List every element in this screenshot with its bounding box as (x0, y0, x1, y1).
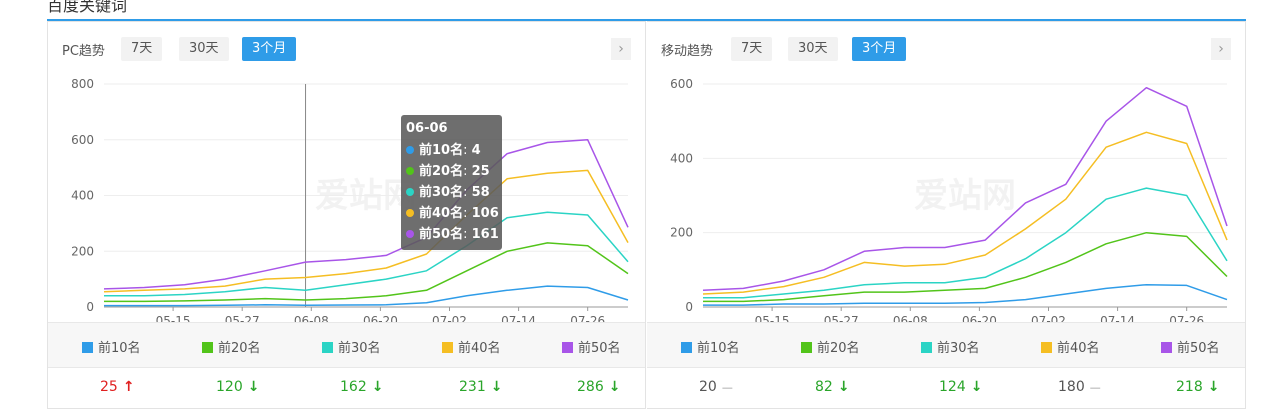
mobile-x-tick-label: 06-08 (893, 314, 928, 322)
legend-item-top40[interactable]: 前40名 (442, 337, 501, 356)
mobile-x-tick-label: 05-27 (824, 314, 859, 322)
pc-tab-7days[interactable]: 7天 (121, 37, 163, 61)
pc-series-line-top40 (103, 169, 629, 293)
pc-value-top20: 120 ↓ (216, 379, 260, 395)
tooltip-row-top50: 前50名: 161 (406, 224, 499, 245)
arrow-down-icon: ↓ (837, 379, 850, 395)
mobile-series-line-top30 (703, 187, 1228, 299)
pc-value-top30: 162 ↓ (340, 379, 384, 395)
legend-item-top20[interactable]: 前20名 (801, 337, 860, 356)
pc-next-arrow-icon[interactable]: › (611, 38, 631, 60)
pc-x-tick-label: 05-15 (156, 314, 191, 322)
mobile-x-tick-label: 07-26 (1169, 314, 1204, 322)
legend-item-top20[interactable]: 前20名 (202, 337, 261, 356)
pc-x-tick-label: 07-02 (432, 314, 467, 322)
section-title-rule (47, 19, 1246, 21)
pc-value-top10: 25 ↑ (100, 379, 135, 395)
mobile-panel-header: 移动趋势 7天 30天 3个月 › (647, 22, 1245, 76)
mobile-next-arrow-icon[interactable]: › (1211, 38, 1231, 60)
mobile-y-tick-label: 200 (670, 226, 693, 240)
pc-legend: 前10名 前20名 前30名 前40名 前50名 (48, 322, 645, 368)
pc-y-tick-label: 800 (71, 77, 94, 91)
pc-y-tick-label: 600 (71, 133, 94, 147)
legend-item-top30[interactable]: 前30名 (322, 337, 381, 356)
mobile-tab-30days[interactable]: 30天 (788, 37, 838, 61)
mobile-tab-3months[interactable]: 3个月 (852, 37, 907, 61)
mobile-legend: 前10名 前20名 前30名 前40名 前50名 (647, 322, 1245, 368)
pc-y-tick-label: 200 (71, 244, 94, 258)
pc-tab-30days[interactable]: 30天 (179, 37, 229, 61)
mobile-trend-panel: 移动趋势 7天 30天 3个月 › 爱站网 0 200 400 600 05-15 05-2… (647, 21, 1246, 409)
mobile-value-top20: 82 ↓ (815, 379, 850, 395)
mobile-series-line-top20 (703, 231, 1228, 303)
mobile-x-tick-label: 06-20 (962, 314, 997, 322)
legend-item-top30[interactable]: 前30名 (921, 337, 980, 356)
dash-icon: — (721, 381, 733, 394)
mobile-trend-chart: 爱站网 0 200 400 600 05-15 05-27 06-08 06-20 07-02 07… (670, 77, 1228, 322)
legend-item-top10[interactable]: 前10名 (681, 337, 740, 356)
pc-tab-3months[interactable]: 3个月 (242, 37, 297, 61)
tooltip-row-top30: 前30名: 58 (406, 182, 497, 203)
legend-item-top40[interactable]: 前40名 (1041, 337, 1100, 356)
arrow-down-icon: ↓ (490, 379, 503, 395)
mobile-y-tick-label: 600 (670, 77, 693, 91)
arrow-down-icon: ↓ (970, 379, 983, 395)
pc-x-tick-label: 07-14 (501, 314, 536, 322)
mobile-trend-label: 移动趋势 (661, 44, 714, 59)
arrow-down-icon: ↓ (608, 379, 621, 395)
pc-value-top50: 286 ↓ (577, 379, 621, 395)
mobile-value-top40: 180— (1058, 379, 1101, 395)
mobile-watermark: 爱站网 (914, 176, 1016, 216)
mobile-series-line-top50 (702, 86, 1228, 292)
pc-series-line-top20 (104, 242, 629, 303)
pc-x-tick-label: 05-27 (225, 314, 260, 322)
mobile-x-tick-label: 05-15 (755, 314, 790, 322)
legend-item-top50[interactable]: 前50名 (562, 337, 621, 356)
tooltip-date: 06-06 (406, 121, 448, 136)
mobile-series-line-top10 (703, 283, 1228, 306)
pc-x-tick-label: 06-20 (363, 314, 398, 322)
arrow-down-icon: ↓ (1207, 379, 1220, 395)
pc-chart-tooltip: 06-06 前10名: 4 前20名: 25 前30名: 58 前40名: 10… (401, 115, 502, 250)
mobile-x-tick-label: 07-02 (1031, 314, 1066, 322)
pc-series-line-top30 (104, 211, 629, 297)
legend-item-top50[interactable]: 前50名 (1161, 337, 1220, 356)
pc-x-tick-label: 07-26 (570, 314, 605, 322)
pc-series-line-top50 (103, 139, 629, 290)
mobile-value-top50: 218 ↓ (1176, 379, 1220, 395)
pc-series-line-top10 (104, 285, 629, 307)
pc-panel-header: PC趋势 7天 30天 3个月 › (48, 22, 645, 76)
mobile-y-tick-label: 400 (670, 151, 693, 165)
pc-value-top40: 231 ↓ (459, 379, 503, 395)
arrow-down-icon: ↓ (247, 379, 260, 395)
mobile-series-line-top40 (702, 131, 1228, 295)
pc-y-tick-label: 400 (71, 189, 94, 203)
mobile-y-tick-label: 0 (685, 300, 693, 314)
pc-trend-panel: PC趋势 7天 30天 3个月 › 爱站网 0 200 400 600 800 05-15 0… (47, 21, 646, 409)
pc-trend-label: PC趋势 (62, 44, 105, 59)
dash-icon: — (1089, 381, 1101, 394)
tooltip-row-top20: 前20名: 25 (406, 161, 497, 182)
legend-item-top10[interactable]: 前10名 (82, 337, 141, 356)
mobile-value-top10: 20— (699, 379, 733, 395)
pc-x-tick-label: 06-08 (294, 314, 329, 322)
section-title: 百度关键词 (47, 0, 128, 15)
arrow-up-icon: ↑ (122, 379, 135, 395)
arrow-down-icon: ↓ (371, 379, 384, 395)
pc-y-tick-label: 0 (86, 300, 94, 314)
mobile-value-top30: 124 ↓ (939, 379, 983, 395)
mobile-tab-7days[interactable]: 7天 (731, 37, 773, 61)
mobile-x-tick-label: 07-14 (1100, 314, 1135, 322)
tooltip-row-top40: 前40名: 106 (406, 203, 499, 224)
tooltip-row-top10: 前10名: 4 (406, 140, 497, 161)
